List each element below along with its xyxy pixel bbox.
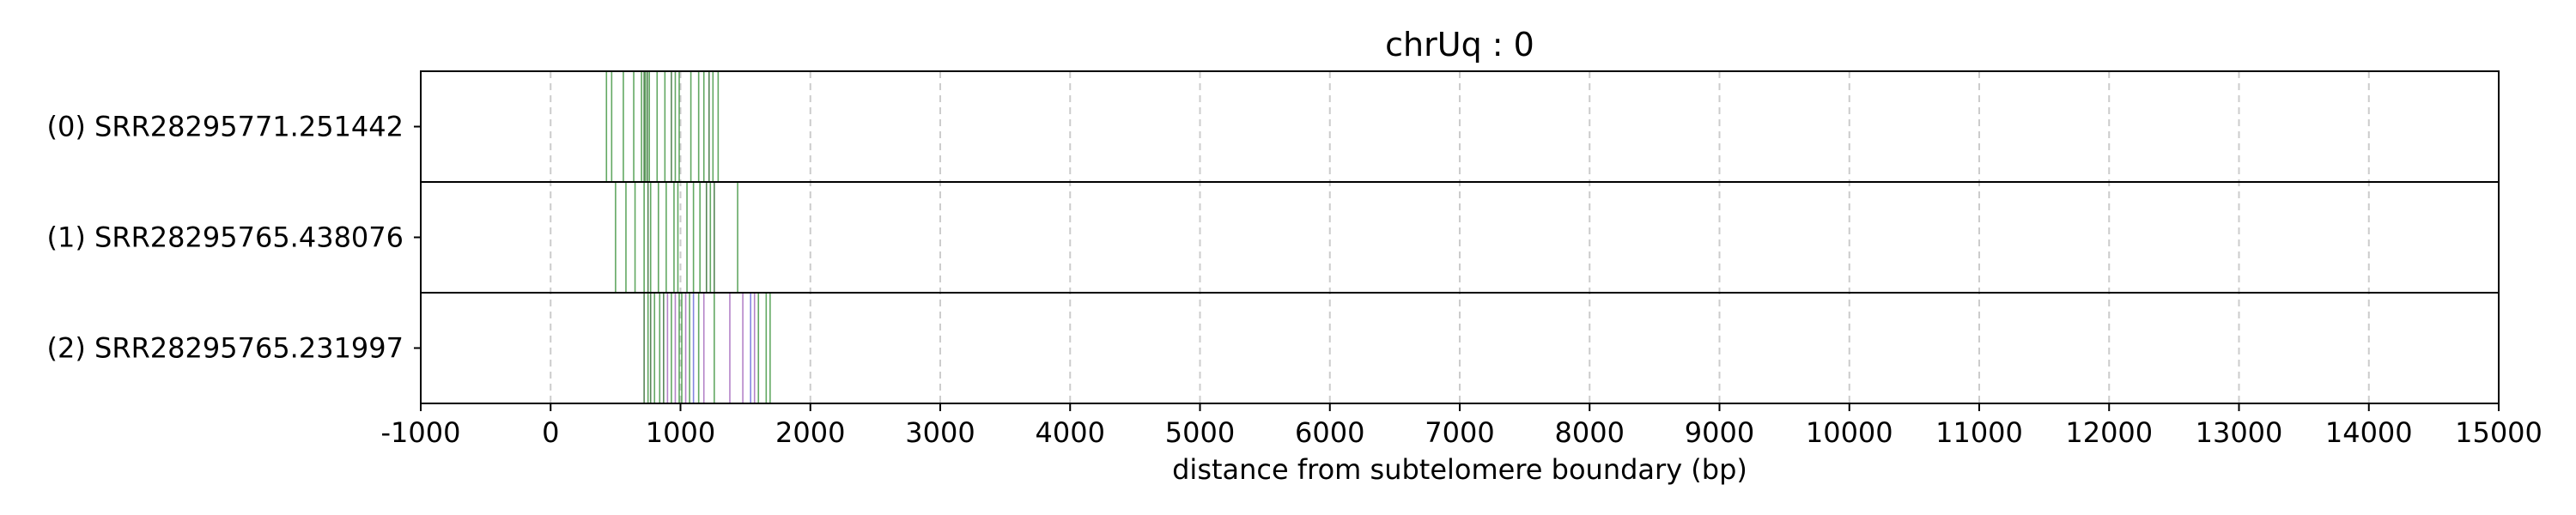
ticks-layer: -1000 0 1000 2000 3000 4000 5000 6000 7000 8000 90… [381, 403, 2543, 449]
x-tick-label: 4000 [1036, 416, 1105, 449]
marks-layer [605, 71, 771, 403]
x-tick-label: 3000 [905, 416, 975, 449]
x-tick-label: 8000 [1555, 416, 1625, 449]
x-tick-label: 12000 [2065, 416, 2153, 449]
row-labels-layer: (0) SRR28295771.251442 (1) SRR28295765.43… [47, 111, 421, 365]
x-tick-label: 9000 [1685, 416, 1754, 449]
x-tick-label: 10000 [1806, 416, 1893, 449]
x-tick-label: 0 [542, 416, 559, 449]
x-tick-label: 2000 [775, 416, 845, 449]
x-tick-label: 5000 [1165, 416, 1235, 449]
grid-layer [550, 71, 2370, 403]
row-1-label: (1) SRR28295765.438076 [47, 221, 404, 254]
x-tick-label: 6000 [1295, 416, 1364, 449]
x-tick-label: 15000 [2455, 416, 2543, 449]
x-tick-label: 14000 [2325, 416, 2413, 449]
x-axis-label: distance from subtelomere boundary (bp) [1172, 453, 1747, 486]
row-0-label: (0) SRR28295771.251442 [47, 111, 404, 143]
x-tick-label: 1000 [646, 416, 715, 449]
x-tick-label: 11000 [1935, 416, 2023, 449]
row-2-label: (2) SRR28295765.231997 [47, 332, 404, 365]
x-tick-label: -1000 [381, 416, 461, 449]
chart-title: chrUq : 0 [1385, 26, 1534, 64]
x-tick-label: 7000 [1425, 416, 1494, 449]
x-tick-label: 13000 [2196, 416, 2283, 449]
